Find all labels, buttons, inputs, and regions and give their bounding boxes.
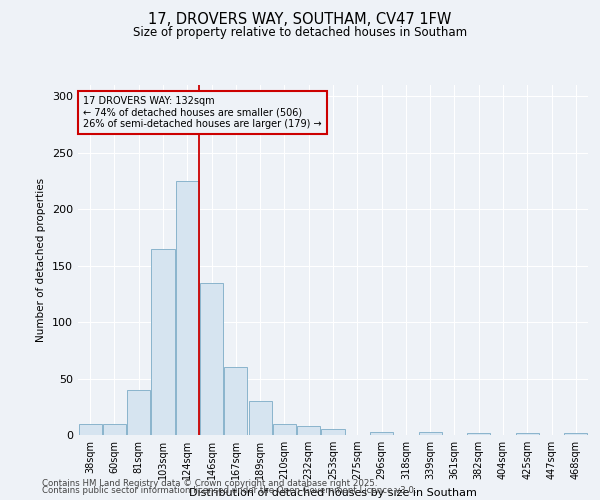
Bar: [127, 390, 150, 435]
Bar: [565, 432, 587, 435]
Y-axis label: Number of detached properties: Number of detached properties: [37, 178, 46, 342]
Bar: [103, 424, 126, 435]
Bar: [370, 432, 393, 435]
X-axis label: Distribution of detached houses by size in Southam: Distribution of detached houses by size …: [189, 488, 477, 498]
Bar: [273, 424, 296, 435]
Bar: [516, 432, 539, 435]
Text: Size of property relative to detached houses in Southam: Size of property relative to detached ho…: [133, 26, 467, 39]
Text: Contains HM Land Registry data © Crown copyright and database right 2025.: Contains HM Land Registry data © Crown c…: [42, 478, 377, 488]
Text: 17, DROVERS WAY, SOUTHAM, CV47 1FW: 17, DROVERS WAY, SOUTHAM, CV47 1FW: [148, 12, 452, 28]
Bar: [200, 282, 223, 435]
Bar: [151, 248, 175, 435]
Bar: [248, 401, 272, 435]
Bar: [297, 426, 320, 435]
Bar: [79, 424, 101, 435]
Bar: [322, 430, 344, 435]
Text: Contains public sector information licensed under the Open Government Licence v3: Contains public sector information licen…: [42, 486, 416, 495]
Text: 17 DROVERS WAY: 132sqm
← 74% of detached houses are smaller (506)
26% of semi-de: 17 DROVERS WAY: 132sqm ← 74% of detached…: [83, 96, 322, 128]
Bar: [419, 432, 442, 435]
Bar: [176, 181, 199, 435]
Bar: [467, 432, 490, 435]
Bar: [224, 368, 247, 435]
